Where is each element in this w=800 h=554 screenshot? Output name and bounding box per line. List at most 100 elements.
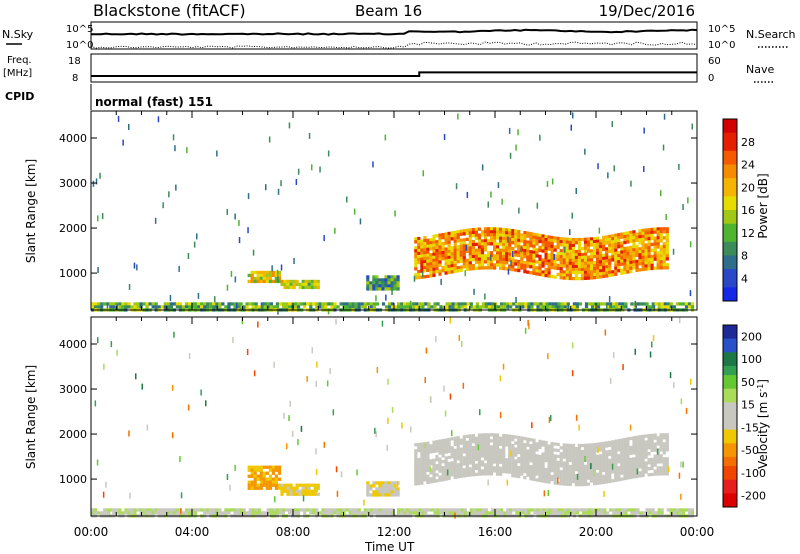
heatmap-cell	[262, 474, 266, 478]
heatmap-cell	[656, 254, 660, 258]
heatmap-cell	[253, 486, 257, 490]
heatmap-speck	[311, 347, 313, 354]
heatmap-cell	[659, 433, 663, 437]
heatmap-cell	[623, 476, 627, 481]
colorbar-swatch	[723, 146, 737, 152]
heatmap-cell	[644, 464, 648, 468]
heatmap-cell	[638, 259, 642, 263]
heatmap-cell	[239, 305, 243, 309]
heatmap-cell	[502, 233, 506, 238]
heatmap-speck	[464, 270, 466, 277]
heatmap-cell	[590, 511, 595, 515]
heatmap-cell	[583, 255, 588, 259]
heatmap-cell	[666, 508, 670, 512]
heatmap-cell	[553, 260, 557, 264]
heatmap-cell	[554, 302, 558, 306]
heatmap-cell	[274, 477, 278, 481]
heatmap-cell	[568, 458, 572, 463]
heatmap-cell	[468, 237, 472, 241]
heatmap-cell	[456, 445, 460, 449]
heatmap-cell	[574, 262, 578, 266]
heatmap-cell	[645, 305, 649, 309]
heatmap-cell	[644, 267, 648, 271]
heatmap-cell	[260, 305, 264, 309]
colorbar-swatch	[723, 438, 737, 444]
heatmap-cell	[586, 273, 591, 277]
heatmap-cell	[453, 248, 457, 252]
heatmap-speck	[276, 269, 279, 276]
heatmap-cell	[586, 258, 591, 262]
heatmap-cell	[387, 487, 391, 491]
heatmap-cell	[256, 276, 260, 281]
heatmap-cell	[456, 236, 460, 240]
heatmap-cell	[538, 266, 542, 271]
heatmap-cell	[502, 442, 506, 447]
heatmap-cell	[417, 469, 421, 474]
heatmap-cell	[154, 305, 158, 309]
heatmap-cell	[656, 230, 660, 234]
heatmap-cell	[562, 276, 566, 280]
heatmap-cell	[617, 472, 621, 476]
heatmap-cell	[145, 508, 149, 512]
heatmap-cell	[580, 255, 585, 260]
heatmap-speck	[430, 396, 432, 403]
heatmap-cell	[611, 273, 615, 277]
heatmap-cell	[453, 463, 457, 467]
heatmap-speck	[283, 412, 285, 419]
heatmap-cell	[496, 245, 500, 249]
heatmap-cell	[586, 261, 591, 265]
heatmap-cell	[277, 483, 282, 487]
heatmap-cell	[415, 302, 419, 306]
heatmap-cell	[597, 511, 601, 515]
heatmap-cell	[659, 460, 663, 464]
heatmap-cell	[118, 305, 122, 309]
heatmap-cell	[657, 305, 661, 309]
heatmap-cell	[477, 436, 481, 440]
heatmap-cell	[611, 240, 615, 244]
date-title: 19/Dec/2016	[599, 2, 695, 20]
heatmap-cell	[641, 473, 645, 478]
heatmap-cell	[526, 437, 530, 441]
heatmap-cell	[599, 442, 603, 446]
heatmap-cell	[366, 284, 370, 288]
heatmap-cell	[632, 245, 636, 249]
heatmap-cell	[453, 448, 457, 452]
nsky-panel: N.Sky 10^5 10^0 10^5 10^0 N.Search	[2, 21, 796, 51]
heatmap-cell	[535, 248, 539, 252]
heatmap-cell	[614, 263, 618, 267]
heatmap-cell	[283, 489, 287, 493]
heatmap-cell	[480, 448, 485, 452]
heatmap-cell	[414, 258, 418, 262]
heatmap-cell	[541, 461, 545, 465]
heatmap-cell	[571, 443, 575, 448]
heatmap-cell	[432, 240, 436, 244]
heatmap-cell	[611, 252, 615, 256]
heatmap-speck	[141, 383, 143, 390]
heatmap-speck	[252, 249, 255, 256]
heatmap-speck	[315, 380, 317, 387]
heatmap-cell	[483, 457, 488, 461]
heatmap-cell	[547, 274, 551, 278]
colorbar-swatch	[723, 200, 737, 206]
heatmap-cell	[417, 272, 421, 277]
heatmap-cell	[441, 478, 445, 482]
heatmap-cell	[574, 465, 578, 469]
heatmap-cell	[605, 253, 609, 257]
heatmap-cell	[586, 482, 591, 486]
heatmap-cell	[432, 467, 436, 471]
heatmap-cell	[188, 302, 192, 306]
heatmap-cell	[514, 453, 518, 457]
colorbar-swatch	[723, 356, 737, 362]
heatmap-cell	[160, 511, 164, 515]
heatmap-cell	[493, 236, 497, 240]
heatmap-cell	[562, 464, 566, 468]
heatmap-cell	[438, 457, 442, 461]
colorbar-swatch	[723, 425, 737, 431]
heatmap-cell	[496, 230, 500, 234]
heatmap-cell	[444, 247, 448, 251]
heatmap-cell	[91, 511, 95, 515]
heatmap-cell	[509, 305, 513, 309]
heatmap-cell	[659, 254, 663, 258]
heatmap-speck	[353, 208, 356, 215]
heatmap-cell	[435, 449, 439, 453]
